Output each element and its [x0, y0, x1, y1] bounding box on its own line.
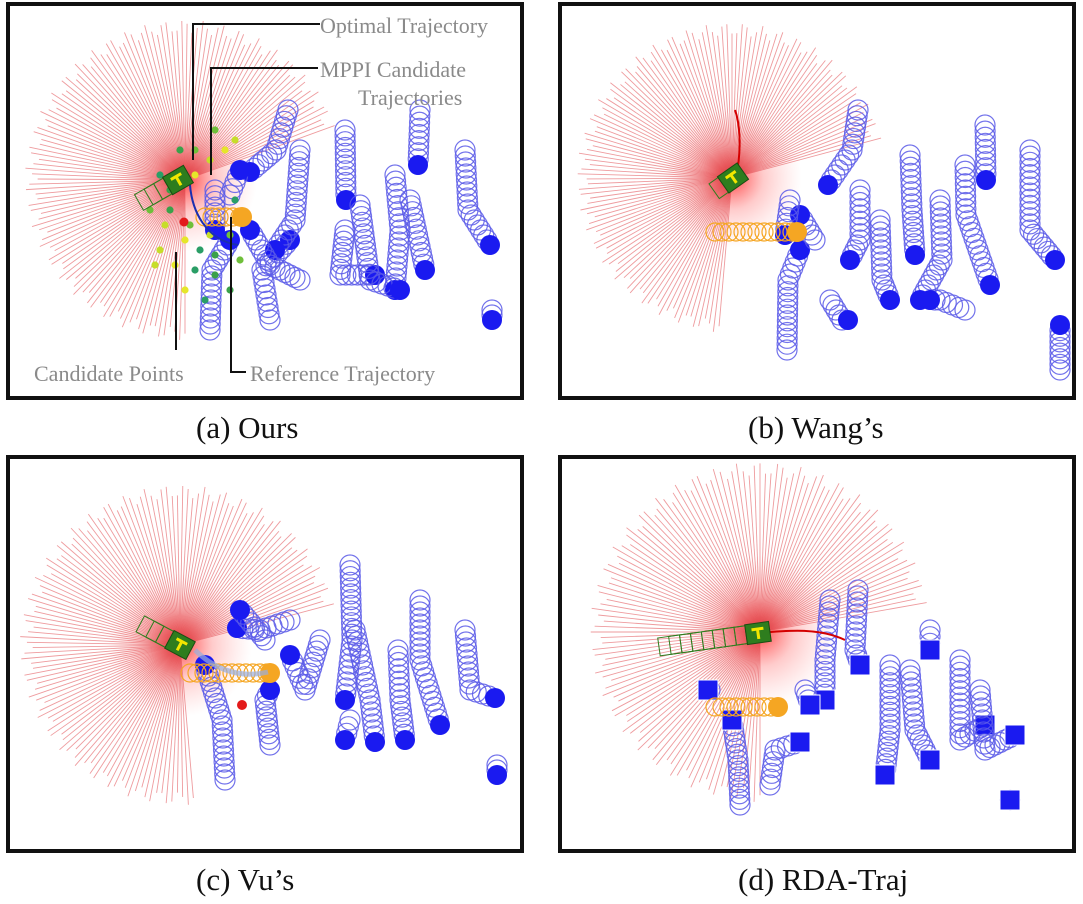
robot-c: [135, 615, 196, 661]
reference-trajectory-b: [705, 222, 807, 242]
obstacle-b-5: [869, 209, 900, 310]
reference-trajectory-a: [195, 207, 252, 227]
mppi-leader: [210, 67, 318, 175]
caption-d: (d) RDA-Traj: [738, 862, 909, 897]
obstacle-a-9: [454, 139, 500, 255]
panel-d-frame: [558, 455, 1076, 853]
obstacle-d-9: [999, 789, 1021, 811]
robot-b: [708, 162, 750, 200]
label-candidate-points: Candidate Points: [34, 361, 184, 386]
optimal-trajectory-a: [189, 184, 239, 246]
annotation-lines: [175, 23, 320, 373]
obstacle-c-5: [344, 619, 385, 752]
obstacle-d-0: [721, 709, 751, 816]
obstacle-c-7: [409, 589, 450, 735]
obstacle-b-9: [1019, 139, 1065, 270]
label-reference-trajectory: Reference Trajectory: [250, 361, 435, 386]
reference-leader: [230, 217, 246, 373]
obstacle-a-12: [219, 160, 250, 206]
obstacle-d-8: [919, 619, 941, 661]
obstacle-c-8: [454, 619, 505, 708]
optimal-leader: [192, 23, 320, 160]
robot-a: [133, 164, 195, 211]
reference-trajectory-d: [705, 697, 788, 717]
obstacle-c-9: [486, 754, 508, 785]
obstacle-c-6: [387, 639, 415, 750]
panel-b-frame: [558, 2, 1076, 400]
obstacle-b-8: [974, 114, 997, 190]
obstacle-d-1: [759, 731, 811, 796]
caption-c: (c) Vu’s: [196, 862, 295, 897]
panel-c-frame: [6, 455, 524, 853]
obstacle-b-10: [1049, 315, 1071, 381]
obstacle-b-3: [840, 179, 871, 270]
obstacle-a-10: [481, 299, 503, 330]
obstacle-d-11: [697, 679, 721, 701]
obstacle-c-1: [254, 680, 281, 756]
obstacle-b-2: [819, 289, 858, 331]
candidate-band-c: [193, 648, 269, 677]
label-optimal-trajectory: Optimal Trajectory: [320, 13, 488, 38]
obstacle-b-7: [954, 154, 1000, 295]
obstacle-c-11: [230, 600, 276, 651]
label-mppi-line1: MPPI Candidate: [320, 57, 466, 82]
obstacle-d-10: [794, 679, 821, 716]
obstacle-d-4: [874, 654, 901, 786]
obstacle-a-4: [265, 139, 311, 260]
caption-a: (a) Ours: [196, 410, 299, 445]
lidar-fan-b: [577, 24, 882, 332]
robot-d: [657, 620, 772, 657]
goal-point-c: [237, 700, 247, 710]
obstacle-d-3: [814, 589, 841, 711]
obstacle-a-14: [399, 189, 435, 280]
obstacle-b-4: [899, 144, 926, 265]
obstacle-d-5: [899, 659, 941, 771]
obstacle-b-11: [920, 289, 976, 321]
obstacle-a-7: [349, 194, 410, 300]
panel-a-frame: [6, 2, 524, 400]
obstacle-a-8: [407, 99, 431, 175]
obstacle-c-4: [280, 629, 331, 701]
obstacle-d-7: [969, 679, 1026, 761]
obstacle-d-2: [844, 579, 871, 676]
obstacle-b-1: [776, 240, 810, 361]
obstacle-c-10: [335, 709, 361, 750]
obstacle-a-3: [334, 119, 357, 210]
caption-b: (b) Wang’s: [748, 410, 884, 445]
label-mppi-line2: Trajectories: [358, 85, 462, 110]
obstacle-b-0: [818, 99, 869, 195]
